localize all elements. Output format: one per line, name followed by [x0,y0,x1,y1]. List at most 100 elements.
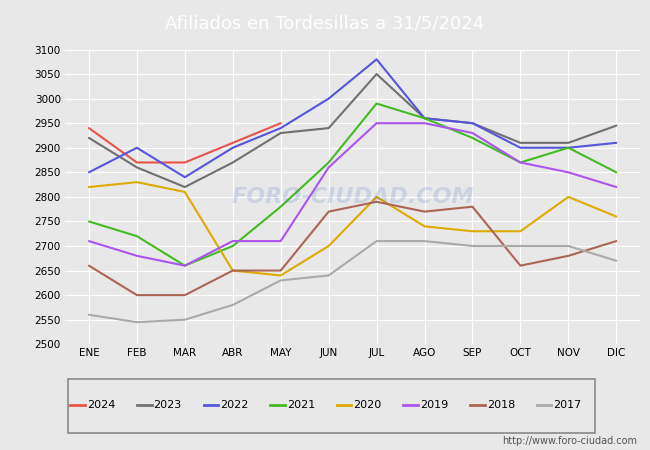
2023 [229,160,237,165]
2022 [133,145,141,150]
2023 [85,135,93,140]
2017 [517,243,525,249]
2023 [564,140,572,145]
2024 [85,126,93,131]
2019 [517,160,525,165]
2019 [277,238,285,244]
2023 [372,72,380,77]
2022 [277,126,285,131]
2017 [85,312,93,317]
2021 [325,160,333,165]
2018 [277,268,285,273]
Line: 2021: 2021 [89,104,616,266]
Text: 2020: 2020 [354,400,382,410]
2020 [85,184,93,190]
Line: 2023: 2023 [89,74,616,187]
2017 [325,273,333,278]
2020 [277,273,285,278]
2022 [229,145,237,150]
2020 [372,194,380,200]
2023 [421,116,428,121]
2017 [181,317,188,322]
2020 [421,224,428,229]
2019 [181,263,188,268]
2020 [229,268,237,273]
2018 [421,209,428,214]
2024 [133,160,141,165]
2022 [325,96,333,101]
2022 [564,145,572,150]
2023 [325,126,333,131]
2022 [372,57,380,62]
2021 [85,219,93,224]
Line: 2020: 2020 [89,182,616,275]
2019 [469,130,476,136]
2017 [469,243,476,249]
2021 [277,204,285,209]
2017 [229,302,237,308]
Text: 2022: 2022 [220,400,248,410]
2021 [181,263,188,268]
Line: 2024: 2024 [89,123,281,162]
Text: 2023: 2023 [153,400,182,410]
2024 [181,160,188,165]
2023 [277,130,285,136]
2017 [421,238,428,244]
2024 [277,121,285,126]
2019 [564,170,572,175]
Text: 2018: 2018 [487,400,515,410]
2020 [469,229,476,234]
2018 [133,292,141,298]
2017 [612,258,620,263]
2021 [612,170,620,175]
2020 [133,180,141,185]
2019 [325,165,333,170]
2023 [612,123,620,128]
2017 [564,243,572,249]
2018 [85,263,93,268]
Line: 2018: 2018 [89,202,616,295]
2018 [372,199,380,204]
2019 [133,253,141,259]
2020 [517,229,525,234]
Text: 2024: 2024 [87,400,115,410]
2021 [517,160,525,165]
2023 [181,184,188,190]
2020 [564,194,572,200]
2019 [229,238,237,244]
2019 [612,184,620,190]
2018 [181,292,188,298]
2023 [133,165,141,170]
2023 [469,121,476,126]
2022 [469,121,476,126]
2018 [469,204,476,209]
2021 [133,234,141,239]
2022 [181,175,188,180]
2018 [564,253,572,259]
2021 [372,101,380,106]
2017 [277,278,285,283]
2019 [85,238,93,244]
2023 [517,140,525,145]
2021 [229,243,237,249]
Line: 2022: 2022 [89,59,616,177]
2020 [612,214,620,219]
2019 [421,121,428,126]
Text: Afiliados en Tordesillas a 31/5/2024: Afiliados en Tordesillas a 31/5/2024 [165,14,485,33]
Line: 2019: 2019 [89,123,616,266]
2021 [421,116,428,121]
Text: FORO-CIUDAD.COM: FORO-CIUDAD.COM [231,187,474,207]
2024 [229,140,237,145]
2022 [85,170,93,175]
2018 [612,238,620,244]
2019 [372,121,380,126]
2018 [517,263,525,268]
Line: 2017: 2017 [89,241,616,322]
Text: 2021: 2021 [287,400,315,410]
2020 [325,243,333,249]
2017 [133,320,141,325]
Text: 2017: 2017 [553,400,582,410]
2022 [517,145,525,150]
2018 [229,268,237,273]
2022 [612,140,620,145]
